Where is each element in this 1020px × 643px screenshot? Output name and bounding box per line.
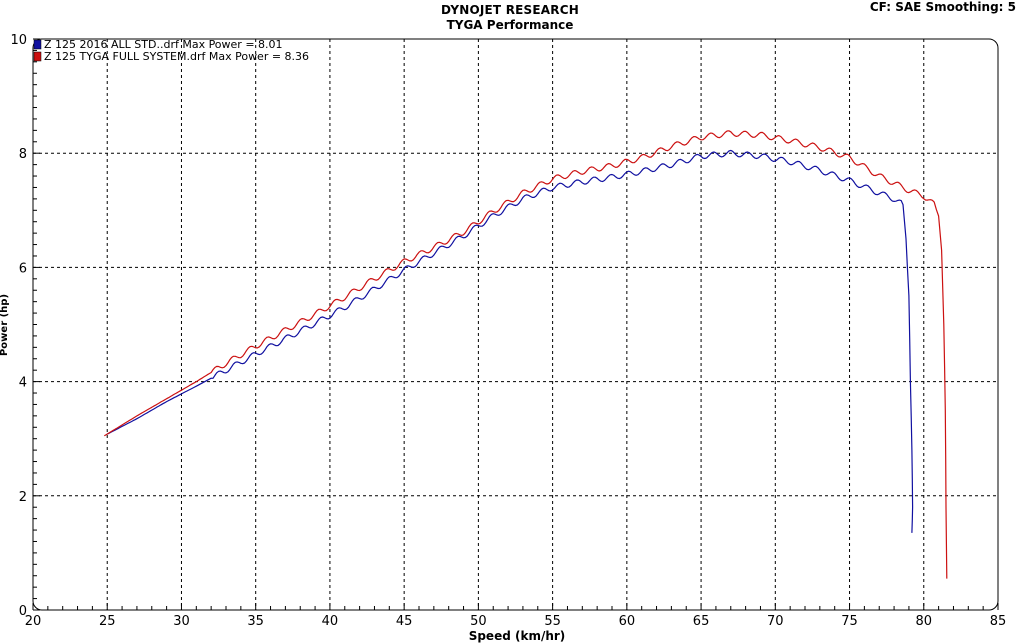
y-axis-label: Power (hp) xyxy=(0,294,10,356)
x-tick-label: 60 xyxy=(619,614,636,629)
x-tick-label: 20 xyxy=(25,614,42,629)
series-line xyxy=(103,130,948,579)
y-tick-label: 2 xyxy=(19,490,27,505)
x-tick-label: 30 xyxy=(173,614,190,629)
x-axis-label: Speed (km/hr) xyxy=(469,629,566,643)
correction-factor-info: CF: SAE Smoothing: 5 xyxy=(869,0,1016,14)
legend-label: Z 125 2016 ALL STD..drf Max Power = 8.01 xyxy=(44,38,283,51)
legend-swatch xyxy=(33,51,42,62)
legend: Z 125 2016 ALL STD..drf Max Power = 8.01… xyxy=(33,38,309,63)
y-tick-label: 10 xyxy=(10,33,27,48)
y-tick-label: 8 xyxy=(19,147,27,162)
x-tick-label: 55 xyxy=(544,614,561,629)
x-tick-label: 75 xyxy=(841,614,858,629)
plot-frame xyxy=(32,38,999,611)
chart-subtitle: TYGA Performance xyxy=(446,18,574,32)
x-tick-label: 45 xyxy=(396,614,413,629)
x-tick-label: 80 xyxy=(915,614,932,629)
x-tick-label: 85 xyxy=(990,614,1007,629)
series-line xyxy=(106,149,914,533)
axis-labels: Speed (km/hr) Power (hp) xyxy=(0,294,565,643)
x-tick-label: 50 xyxy=(470,614,487,629)
x-tick-label: 70 xyxy=(767,614,784,629)
grid xyxy=(32,38,999,611)
x-tick-label: 25 xyxy=(99,614,116,629)
legend-swatch xyxy=(33,39,42,50)
y-tick-label: 4 xyxy=(19,376,27,391)
legend-label: Z 125 TYGA FULL SYSTEM.drf Max Power = 8… xyxy=(44,50,309,63)
series xyxy=(103,130,948,579)
chart-title: DYNOJET RESEARCH xyxy=(441,3,579,17)
x-tick-label: 35 xyxy=(247,614,264,629)
axes: 20 25 30 35 40 45 50 55 60 65 70 75 80 85 0 2 4 6 8 10 xyxy=(10,33,1006,629)
x-tick-label: 65 xyxy=(693,614,710,629)
x-tick-label: 40 xyxy=(322,614,339,629)
y-tick-label: 6 xyxy=(19,261,27,276)
y-tick-label: 0 xyxy=(19,604,27,619)
